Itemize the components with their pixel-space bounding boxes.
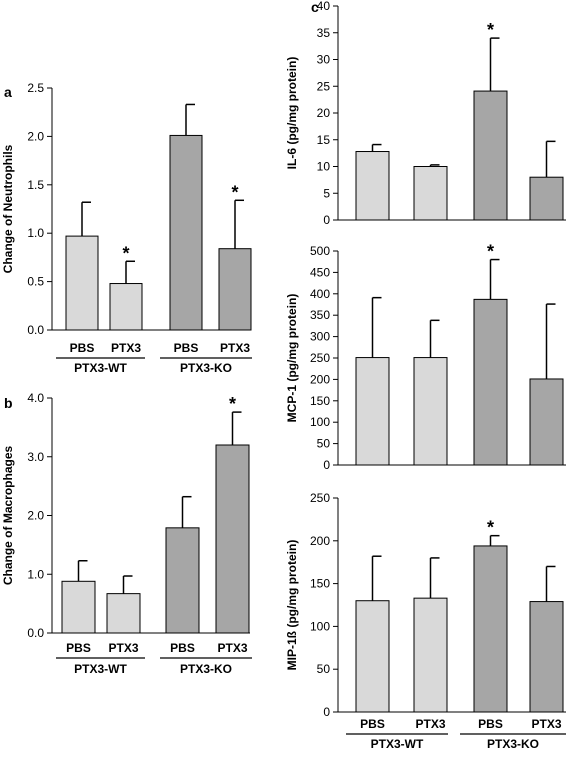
y-tick-label: 1.5: [27, 178, 44, 192]
y-tick-label: 350: [310, 308, 330, 322]
y-tick-label: 0.0: [27, 626, 44, 640]
y-tick-label: 10: [317, 160, 331, 174]
category-label: PTX3: [111, 341, 141, 355]
y-tick-label: 2.5: [27, 81, 44, 95]
y-tick-label: 200: [310, 534, 330, 548]
y-tick-label: 100: [310, 415, 330, 429]
y-tick-label: 25: [317, 79, 331, 93]
bar: [109, 283, 143, 331]
bar: [355, 357, 390, 466]
bar: [215, 444, 250, 634]
group-label: PTX3-WT: [74, 361, 127, 375]
bar: [165, 527, 200, 634]
group-label: PTX3-KO: [180, 361, 232, 375]
y-axis-label: MIP-1ß (pg/mg protein): [285, 540, 299, 671]
bar: [473, 545, 508, 713]
y-tick-label: 450: [310, 265, 330, 279]
category-label: PTX3: [217, 641, 247, 655]
bar: [218, 248, 252, 331]
y-tick-label: 0: [323, 458, 330, 472]
bar: [413, 166, 448, 221]
y-tick-label: 35: [317, 26, 331, 40]
bar: [65, 235, 99, 331]
significance-star: *: [487, 518, 494, 538]
y-axis-label: Change of Neutrophils: [1, 144, 15, 273]
group-label: PTX3-KO: [487, 737, 539, 751]
bar: [529, 378, 564, 466]
y-tick-label: 0: [323, 705, 330, 719]
category-label: PTX3: [220, 341, 250, 355]
category-label: PBS: [478, 717, 503, 731]
bar: [61, 580, 96, 634]
chart-panel-a: a 0.0 0.5 1.0 1.5 2.0 2.5 Change of Neutrophils…: [1, 81, 252, 375]
chart-panel-c: c 0 5 10 15 20 25 30 35 40 IL-6 (pg/mg protein) *: [285, 0, 566, 227]
y-tick-label: 1.0: [27, 567, 44, 581]
y-tick-label: 3.0: [27, 450, 44, 464]
y-tick-label: 250: [310, 351, 330, 365]
y-tick-label: 30: [317, 53, 331, 67]
y-tick-label: 400: [310, 287, 330, 301]
y-axis-label: IL-6 (pg/mg protein): [285, 57, 299, 170]
significance-star: *: [231, 182, 238, 202]
category-label: PTX3: [531, 717, 561, 731]
bar: [529, 601, 564, 713]
y-tick-label: 0.5: [27, 275, 44, 289]
y-tick-label: 50: [317, 437, 331, 451]
y-tick-label: 0.0: [27, 323, 44, 337]
significance-star: *: [122, 243, 129, 263]
significance-star: *: [487, 20, 494, 40]
y-tick-label: 150: [310, 394, 330, 408]
category-label: PBS: [170, 641, 195, 655]
category-label: PBS: [360, 717, 385, 731]
bar: [473, 298, 508, 466]
group-label: PTX3-KO: [180, 662, 232, 676]
chart-panel-5: 0 50 100 150 200 250 MIP-1ß (pg/mg protein) * PB…: [285, 491, 566, 751]
y-tick-label: 1.0: [27, 226, 44, 240]
chart-panel-b: b 0.0 1.0 2.0 3.0 4.0 Change of Macrophages * PB…: [1, 391, 252, 676]
chart-panel-4: 0 50 100 150 200 250 300 350 400 450 500 MCP-1 (pg/…: [285, 242, 566, 472]
y-tick-label: 15: [317, 133, 331, 147]
panel-label: b: [4, 395, 13, 411]
y-tick-label: 2.0: [27, 509, 44, 523]
y-tick-label: 40: [317, 0, 331, 13]
y-tick-label: 200: [310, 372, 330, 386]
y-tick-label: 250: [310, 491, 330, 505]
y-tick-label: 50: [317, 662, 331, 676]
category-label: PBS: [70, 341, 95, 355]
bar: [355, 151, 390, 221]
category-label: PTX3: [415, 717, 445, 731]
panel-label: c: [311, 0, 319, 15]
y-tick-label: 20: [317, 106, 331, 120]
bar: [106, 593, 141, 634]
significance-star: *: [229, 394, 236, 414]
y-tick-label: 500: [310, 244, 330, 258]
significance-star: *: [487, 242, 494, 262]
bar: [169, 134, 203, 331]
y-tick-label: 100: [310, 619, 330, 633]
y-axis-label: MCP-1 (pg/mg protein): [285, 294, 299, 423]
bar: [529, 176, 564, 221]
y-tick-label: 2.0: [27, 129, 44, 143]
y-tick-label: 150: [310, 577, 330, 591]
y-tick-label: 4.0: [27, 391, 44, 405]
y-tick-label: 0: [323, 213, 330, 227]
y-tick-label: 300: [310, 330, 330, 344]
group-label: PTX3-WT: [371, 737, 424, 751]
category-label: PTX3: [108, 641, 138, 655]
category-label: PBS: [66, 641, 91, 655]
panel-label: a: [4, 84, 12, 100]
bar: [473, 90, 508, 221]
y-tick-label: 5: [323, 186, 330, 200]
bar: [355, 600, 390, 713]
bar: [413, 357, 448, 466]
bar: [413, 597, 448, 713]
group-label: PTX3-WT: [74, 662, 127, 676]
y-axis-label: Change of Macrophages: [1, 446, 15, 586]
category-label: PBS: [174, 341, 199, 355]
